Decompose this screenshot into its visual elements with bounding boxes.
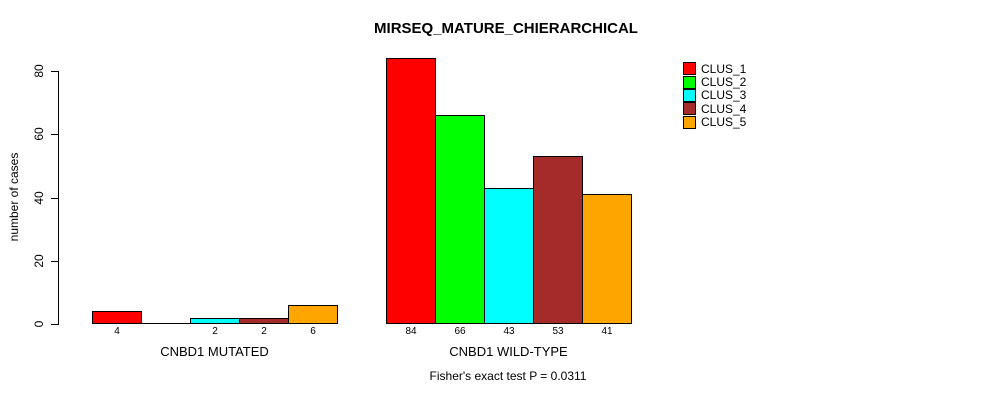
legend-item-label: CLUS_5 bbox=[701, 115, 747, 130]
y-axis-tick bbox=[51, 260, 59, 262]
legend-item-label: CLUS_3 bbox=[701, 88, 747, 103]
legend-swatch-clus-5 bbox=[683, 115, 696, 129]
legend: CLUS_1 CLUS_2 CLUS_3 CLUS_4 CLUS_5 bbox=[683, 62, 746, 129]
bar-value-label: 41 bbox=[601, 326, 613, 337]
y-axis-tick-label: 40 bbox=[32, 190, 46, 205]
chart-title: MIRSEQ_MATURE_CHIERARCHICAL bbox=[374, 20, 638, 37]
bar-clus-1-cnbd1-mutated bbox=[92, 311, 142, 324]
category-label-cnbd1-mutated: CNBD1 MUTATED bbox=[160, 344, 269, 359]
y-axis-tick bbox=[51, 197, 59, 199]
legend-item-label: CLUS_4 bbox=[701, 101, 747, 116]
legend-item-clus-3: CLUS_3 bbox=[683, 88, 747, 103]
bar-clus-4-cnbd1-wild-type bbox=[533, 156, 583, 324]
bar-clus-4-cnbd1-mutated bbox=[239, 318, 289, 324]
bar-value-label: 43 bbox=[503, 326, 515, 337]
bar-value-label: 4 bbox=[114, 326, 120, 337]
legend-item-label: CLUS_2 bbox=[701, 75, 747, 90]
legend-item-clus-4: CLUS_4 bbox=[683, 101, 747, 116]
legend-swatch-clus-3 bbox=[683, 88, 696, 102]
legend-swatch-clus-4 bbox=[683, 102, 696, 116]
y-axis-tick-label: 80 bbox=[32, 64, 46, 78]
bar-value-label: 2 bbox=[261, 326, 267, 337]
bar-value-label: 66 bbox=[454, 326, 466, 337]
y-axis-tick bbox=[51, 324, 59, 325]
bar-clus-2-cnbd1-wild-type bbox=[435, 115, 485, 324]
bar-value-label: 53 bbox=[552, 326, 564, 337]
bar-clus-5-cnbd1-mutated bbox=[288, 305, 338, 324]
y-axis-tick bbox=[51, 134, 59, 136]
y-axis-tick-label: 0 bbox=[32, 320, 46, 328]
legend-item-clus-1: CLUS_1 bbox=[683, 61, 747, 76]
bar-clus-3-cnbd1-mutated bbox=[190, 318, 240, 324]
bar-clus-5-cnbd1-wild-type bbox=[582, 194, 632, 324]
bar-value-label: 2 bbox=[212, 326, 218, 337]
y-axis-tick bbox=[51, 71, 59, 72]
legend-item-clus-2: CLUS_2 bbox=[683, 75, 747, 90]
fisher-test-annotation: Fisher's exact test P = 0.0311 bbox=[429, 369, 587, 383]
bar-clus-1-cnbd1-wild-type bbox=[386, 58, 436, 324]
bar-value-label: 6 bbox=[310, 326, 316, 337]
bar-clus-3-cnbd1-wild-type bbox=[484, 188, 534, 324]
bar-clus-2-cnbd1-mutated bbox=[141, 323, 191, 324]
legend-swatch-clus-1 bbox=[683, 62, 696, 76]
legend-item-label: CLUS_1 bbox=[701, 61, 747, 76]
y-axis-tick-label: 60 bbox=[32, 127, 46, 141]
legend-item-clus-5: CLUS_5 bbox=[683, 115, 747, 130]
y-axis-tick-label: 20 bbox=[32, 254, 46, 268]
legend-swatch-clus-2 bbox=[683, 75, 696, 89]
bar-value-label: 84 bbox=[405, 326, 417, 337]
category-label-cnbd1-wild-type: CNBD1 WILD-TYPE bbox=[449, 344, 568, 359]
